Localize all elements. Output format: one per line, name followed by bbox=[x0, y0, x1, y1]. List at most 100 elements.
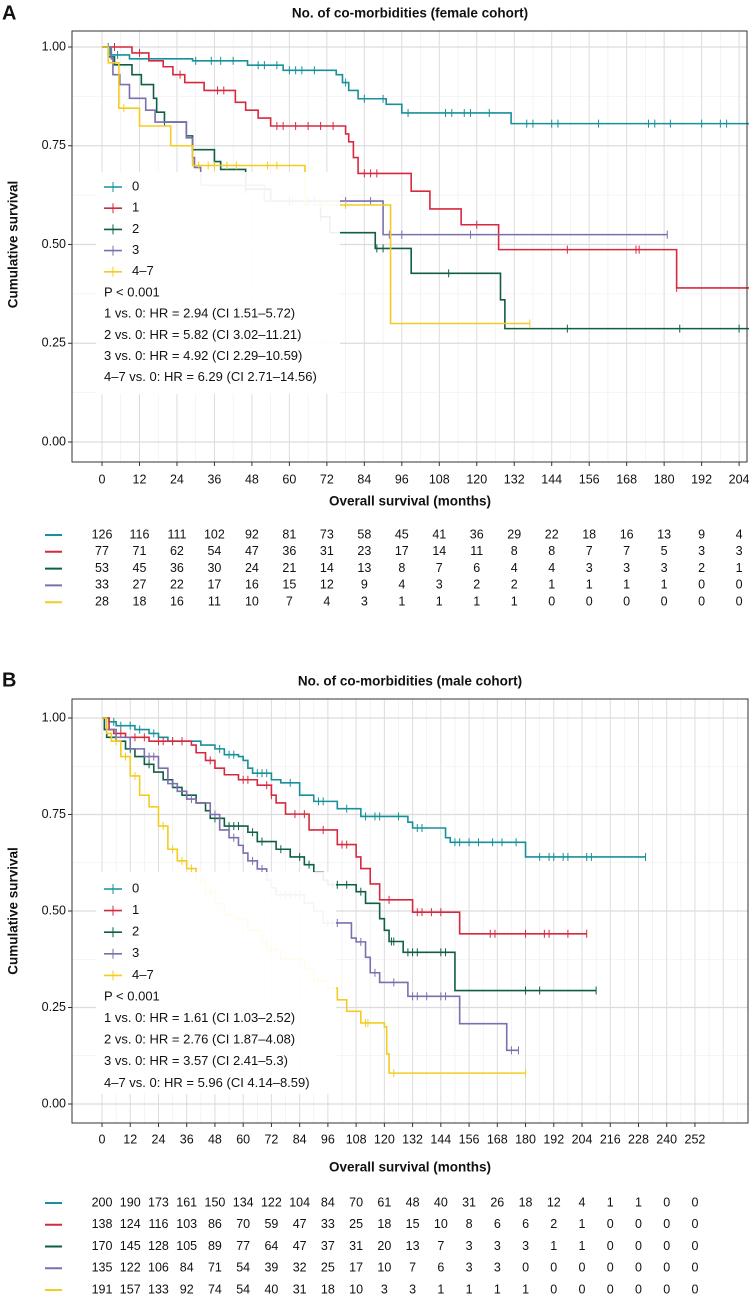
risk-count: 92 bbox=[180, 1282, 194, 1296]
risk-count: 12 bbox=[547, 1195, 561, 1209]
hazard-ratio: 2 vs. 0: HR = 5.82 (CI 3.02–11.21) bbox=[104, 327, 301, 342]
hazard-ratio: 4–7 vs. 0: HR = 6.29 (CI 2.71–14.56) bbox=[104, 369, 317, 384]
risk-count: 62 bbox=[170, 544, 184, 558]
risk-count: 1 bbox=[466, 1282, 473, 1296]
risk-count: 1 bbox=[437, 1282, 444, 1296]
risk-count: 6 bbox=[473, 561, 480, 575]
x-tick-label: 120 bbox=[374, 1132, 395, 1146]
risk-count: 45 bbox=[395, 527, 409, 541]
risk-count: 36 bbox=[470, 527, 484, 541]
risk-count: 1 bbox=[473, 594, 480, 608]
risk-count: 77 bbox=[95, 544, 109, 558]
y-tick-label: 0.00 bbox=[42, 1096, 66, 1110]
risk-count: 10 bbox=[377, 1261, 391, 1275]
hazard-ratio: 4–7 vs. 0: HR = 5.96 (CI 4.14–8.59) bbox=[104, 1075, 310, 1090]
risk-count: 116 bbox=[130, 527, 150, 541]
risk-count: 54 bbox=[236, 1282, 250, 1296]
risk-count: 3 bbox=[698, 544, 705, 558]
risk-count: 0 bbox=[550, 1261, 557, 1275]
risk-count: 0 bbox=[698, 578, 705, 592]
risk-count: 3 bbox=[381, 1282, 388, 1296]
x-tick-label: 132 bbox=[504, 472, 525, 486]
risk-count: 24 bbox=[245, 561, 259, 575]
legend-label: 0 bbox=[132, 178, 139, 193]
risk-count: 64 bbox=[264, 1239, 278, 1253]
risk-count: 0 bbox=[663, 1195, 670, 1209]
risk-count: 1 bbox=[579, 1217, 586, 1231]
risk-count: 58 bbox=[357, 527, 371, 541]
risk-count: 74 bbox=[208, 1282, 222, 1296]
risk-count: 21 bbox=[282, 561, 296, 575]
risk-count: 0 bbox=[698, 594, 705, 608]
risk-count: 4 bbox=[548, 561, 555, 575]
y-axis-label: Cumulative survival bbox=[6, 847, 21, 975]
risk-count: 0 bbox=[691, 1282, 698, 1296]
risk-count: 133 bbox=[148, 1282, 169, 1296]
risk-count: 173 bbox=[148, 1195, 169, 1209]
risk-count: 31 bbox=[462, 1195, 476, 1209]
risk-count: 13 bbox=[357, 561, 371, 575]
risk-count: 20 bbox=[377, 1239, 391, 1253]
risk-count: 1 bbox=[398, 594, 405, 608]
x-tick-label: 252 bbox=[685, 1132, 706, 1146]
x-tick-label: 60 bbox=[236, 1132, 250, 1146]
x-tick-label: 0 bbox=[99, 472, 106, 486]
legend-background bbox=[96, 872, 336, 1094]
risk-count: 70 bbox=[349, 1195, 363, 1209]
risk-count: 1 bbox=[550, 1239, 557, 1253]
risk-count: 0 bbox=[579, 1261, 586, 1275]
x-tick-label: 192 bbox=[691, 472, 712, 486]
risk-count: 3 bbox=[494, 1261, 501, 1275]
risk-count: 11 bbox=[208, 594, 221, 608]
risk-count: 10 bbox=[434, 1217, 448, 1231]
risk-count: 3 bbox=[586, 561, 593, 575]
y-tick-label: 1.00 bbox=[42, 710, 66, 724]
risk-count: 0 bbox=[607, 1239, 614, 1253]
risk-count: 0 bbox=[691, 1239, 698, 1253]
risk-count: 4 bbox=[323, 594, 330, 608]
risk-count: 7 bbox=[623, 544, 630, 558]
x-tick-label: 204 bbox=[572, 1132, 593, 1146]
chart-title: No. of co-morbidities (male cohort) bbox=[298, 674, 522, 689]
risk-count: 161 bbox=[176, 1195, 197, 1209]
risk-count: 102 bbox=[204, 527, 225, 541]
risk-count: 39 bbox=[264, 1261, 278, 1275]
y-tick-label: 0.25 bbox=[42, 1000, 66, 1014]
risk-count: 47 bbox=[293, 1239, 307, 1253]
x-tick-label: 144 bbox=[430, 1132, 451, 1146]
legend: 0 1 2 3 4–7 P < 0.001 1 vs. 0: HR = 1.61 (CI 1… bbox=[104, 880, 310, 1090]
risk-count: 111 bbox=[167, 527, 186, 541]
risk-count: 190 bbox=[120, 1195, 141, 1209]
risk-count: 0 bbox=[736, 594, 743, 608]
risk-count: 0 bbox=[736, 578, 743, 592]
risk-count: 7 bbox=[286, 594, 293, 608]
x-tick-label: 0 bbox=[99, 1132, 106, 1146]
risk-count: 5 bbox=[661, 544, 668, 558]
risk-count: 116 bbox=[149, 1217, 169, 1231]
risk-count: 1 bbox=[635, 1195, 642, 1209]
x-tick-label: 240 bbox=[656, 1132, 677, 1146]
hazard-ratio: 3 vs. 0: HR = 3.57 (CI 2.41–5.3) bbox=[104, 1053, 288, 1068]
risk-count: 200 bbox=[92, 1195, 113, 1209]
x-tick-label: 84 bbox=[293, 1132, 307, 1146]
risk-count: 13 bbox=[657, 527, 671, 541]
risk-count: 18 bbox=[519, 1195, 533, 1209]
x-tick-label: 72 bbox=[320, 472, 334, 486]
risk-count: 0 bbox=[586, 594, 593, 608]
risk-count: 1 bbox=[436, 594, 443, 608]
risk-count: 84 bbox=[321, 1195, 335, 1209]
survival-curve bbox=[102, 46, 749, 289]
risk-count: 18 bbox=[377, 1217, 391, 1231]
legend-label: 3 bbox=[132, 242, 139, 257]
risk-count: 0 bbox=[635, 1217, 642, 1231]
survival-curve bbox=[102, 46, 749, 330]
risk-count: 1 bbox=[736, 561, 743, 575]
risk-count: 4 bbox=[736, 527, 743, 541]
risk-count: 0 bbox=[635, 1261, 642, 1275]
risk-count: 0 bbox=[691, 1195, 698, 1209]
survival-curve bbox=[102, 717, 597, 992]
y-tick-label: 0.25 bbox=[42, 336, 66, 350]
risk-count: 6 bbox=[437, 1261, 444, 1275]
risk-count: 6 bbox=[522, 1217, 529, 1231]
